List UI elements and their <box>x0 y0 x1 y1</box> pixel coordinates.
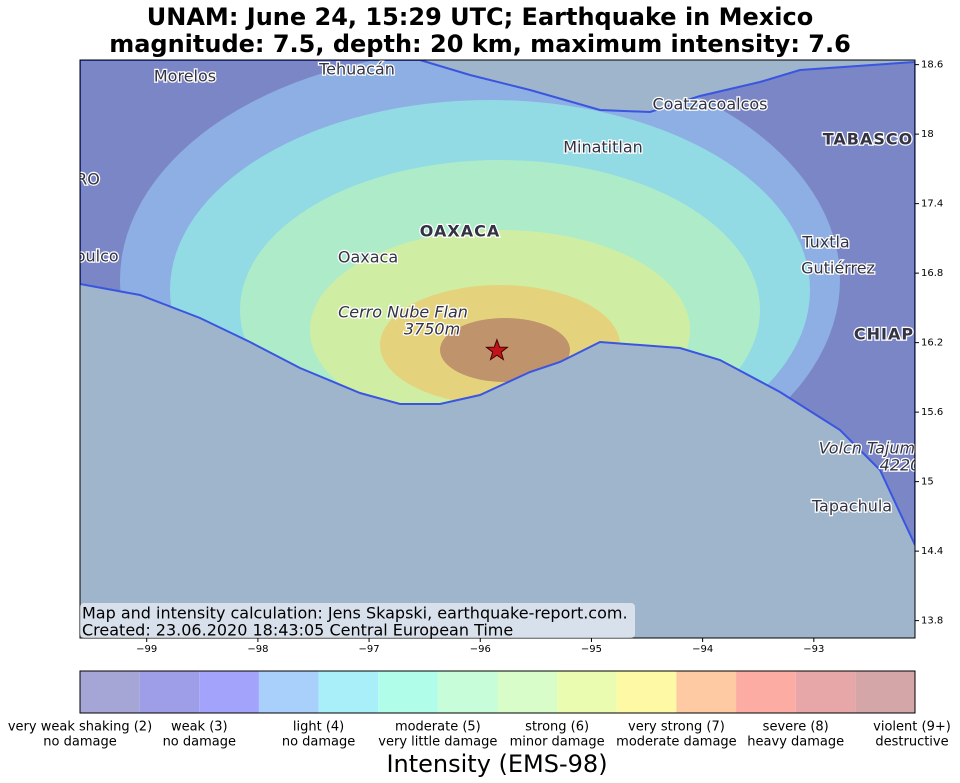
colorbar-segment <box>318 671 379 713</box>
place-label: Minatitlan <box>563 138 643 157</box>
y-tick-label: 15.6 <box>921 407 943 418</box>
y-tick-label: 17.4 <box>921 199 943 210</box>
axes: −99 −98 −97 −96 −95 −94 −93 13.8 14.4 15 15.6 16.2 1… <box>136 60 943 655</box>
place-label: pulco <box>75 247 118 266</box>
x-tick-label: −95 <box>581 644 602 655</box>
x-tick-label: −94 <box>692 644 713 655</box>
colorbar-segment <box>855 671 915 713</box>
place-label: Tuxtla <box>801 233 849 252</box>
colorbar-label: moderate damage <box>616 735 737 750</box>
title: UNAM: June 24, 15:29 UTC; Earthquake in … <box>147 3 813 31</box>
place-label: Tehuacán <box>318 60 395 79</box>
y-tick-label: 18.6 <box>921 60 943 71</box>
colorbar-segment <box>795 671 856 713</box>
colorbar-label: strong (6) <box>525 720 589 735</box>
x-tick-label: −98 <box>247 644 268 655</box>
colorbar-segment <box>199 671 259 713</box>
y-tick-label: 18 <box>921 129 934 140</box>
colorbar-title: Intensity (EMS-98) <box>386 750 607 778</box>
x-tick-label: −97 <box>359 644 380 655</box>
colorbar-label: light (4) <box>293 720 344 735</box>
colorbar-segment <box>80 671 140 713</box>
epicenter-layer <box>485 338 509 361</box>
place-label: RO <box>76 170 100 189</box>
colorbar-segment <box>616 671 677 713</box>
colorbar-segment <box>497 671 558 713</box>
place-label: 4220 <box>880 456 921 475</box>
colorbar-label: destructive <box>875 735 948 750</box>
colorbar-label: no damage <box>43 735 116 750</box>
y-tick-label: 16.8 <box>921 268 943 279</box>
y-tick-label: 15 <box>921 477 934 488</box>
epicenter <box>485 338 509 361</box>
colorbar-label: no damage <box>282 735 355 750</box>
place-label: Morelos <box>154 67 216 86</box>
gulf <box>420 60 915 112</box>
colorbar-label: weak (3) <box>171 720 228 735</box>
colorbar-segment <box>437 671 498 713</box>
colorbar-label: violent (9+) <box>873 720 951 735</box>
place-label: Tapachula <box>811 497 892 516</box>
colorbar-label: moderate (5) <box>395 720 481 735</box>
place-label: Oaxaca <box>338 248 398 267</box>
x-tick-label: −93 <box>803 644 824 655</box>
place-label: Coatzacoalcos <box>653 95 768 114</box>
colorbar-label: minor damage <box>510 735 605 750</box>
x-tick-label: −99 <box>136 644 157 655</box>
place-label: OAXACA <box>420 222 500 241</box>
subtitle: magnitude: 7.5, depth: 20 km, maximum in… <box>109 30 851 58</box>
colorbar-segment <box>258 671 319 713</box>
y-tick-label: 14.4 <box>921 546 943 557</box>
colorbar-label: very little damage <box>378 735 497 750</box>
place-label: Gutiérrez <box>801 259 875 278</box>
colorbar-segment <box>378 671 438 713</box>
colorbar-segment <box>736 671 796 713</box>
colorbar-label: heavy damage <box>747 735 844 750</box>
colorbar-label: severe (8) <box>763 720 829 735</box>
attribution-box <box>80 603 635 638</box>
x-tick-label: −96 <box>470 644 491 655</box>
place-label: Cerro Nube Flan <box>338 303 468 322</box>
attribution: Created: 23.06.2020 18:43:05 Central Eur… <box>82 621 513 640</box>
place-labels: Morelos Tehuacán Coatzacoalcos TABASCO Minat… <box>75 60 925 517</box>
colorbar-segment <box>557 671 617 713</box>
place-label: TABASCO <box>823 130 914 149</box>
colorbar-label: no damage <box>163 735 236 750</box>
y-tick-label: 13.8 <box>921 616 943 627</box>
attribution: Map and intensity calculation: Jens Skap… <box>82 604 628 623</box>
y-tick-label: 16.2 <box>921 338 943 349</box>
place-label: Volcn Tajumu <box>819 439 925 458</box>
map: Morelos Tehuacán Coatzacoalcos TABASCO Minat… <box>75 60 925 638</box>
colorbar-label: very weak shaking (2) <box>8 720 152 735</box>
colorbar-label: very strong (7) <box>628 720 725 735</box>
colorbar-frame <box>79 670 916 714</box>
place-label: 3750m <box>404 320 460 339</box>
colorbar-segment <box>139 671 200 713</box>
place-label: CHIAP <box>854 325 914 344</box>
colorbar-segment <box>676 671 737 713</box>
